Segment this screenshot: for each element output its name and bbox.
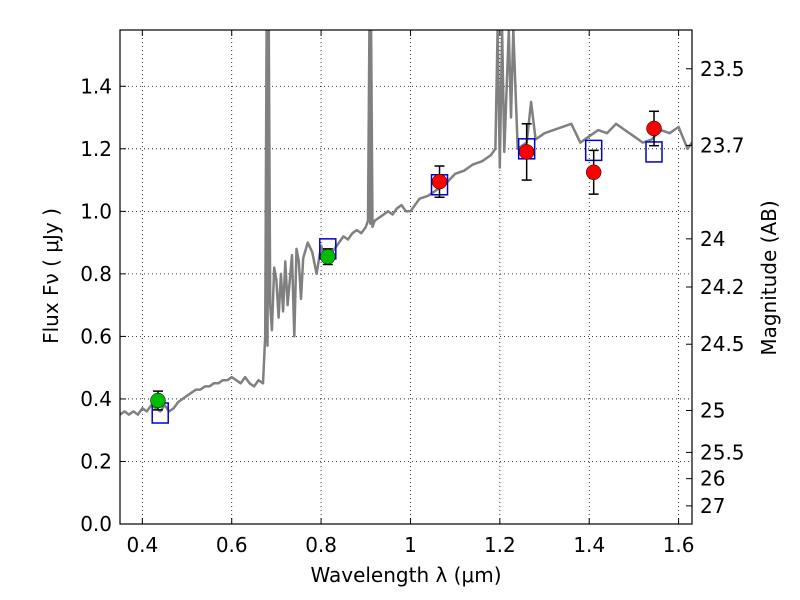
y-tick-label: 0.4 <box>80 387 112 411</box>
x-tick-label: 0.4 <box>126 533 158 557</box>
plot-area <box>120 30 692 424</box>
y-tick-label: 0.2 <box>80 449 112 473</box>
y2-tick-label: 25.5 <box>700 440 745 464</box>
y2-tick-label: 24 <box>700 227 725 251</box>
right-axis-title: Magnitude (AB) <box>757 200 781 355</box>
y-tick-label: 1.4 <box>80 74 112 98</box>
y-tick-label: 0.0 <box>80 512 112 536</box>
y-tick-label: 1.2 <box>80 137 112 161</box>
y2-tick-label: 27 <box>700 494 725 518</box>
green-data-point <box>150 392 166 409</box>
red-data-point <box>646 120 662 137</box>
green-data-point <box>320 248 336 265</box>
y-axis-title: Flux Fν ( μJy ) <box>39 208 63 344</box>
x-tick-label: 1.6 <box>663 533 695 557</box>
y-tick-label: 1.0 <box>80 199 112 223</box>
red-data-point <box>585 164 602 181</box>
red-data-point <box>431 173 448 190</box>
y2-tick-label: 26 <box>700 467 725 491</box>
axes-frame <box>119 29 693 525</box>
y2-tick-label: 23.7 <box>700 133 745 157</box>
x-tick-label: 1.2 <box>484 533 516 557</box>
x-tick-label: 0.8 <box>305 533 337 557</box>
red-data-point <box>518 144 535 160</box>
axes-border <box>119 29 693 525</box>
x-tick-label: 1.4 <box>573 533 605 557</box>
x-tick-label: 1 <box>404 533 417 557</box>
tick-marks <box>120 30 692 525</box>
spectrum-line <box>120 30 692 416</box>
y2-tick-label: 23.5 <box>700 57 745 81</box>
y2-tick-label: 24.2 <box>700 275 745 299</box>
grid-lines <box>120 30 692 525</box>
x-tick-label: 0.6 <box>216 533 248 557</box>
y-tick-label: 0.8 <box>80 262 112 286</box>
y-tick-label: 0.6 <box>80 324 112 348</box>
y2-tick-label: 25 <box>700 399 725 423</box>
tick-labels: 0.4 0.6 0.8 1 1.2 1.4 1.6 0.0 0.2 0.4 0.6 0.8 1.0 1.2… <box>80 57 744 557</box>
y2-tick-label: 24.5 <box>700 332 745 356</box>
x-axis-title: Wavelength λ (μm) <box>310 563 501 587</box>
